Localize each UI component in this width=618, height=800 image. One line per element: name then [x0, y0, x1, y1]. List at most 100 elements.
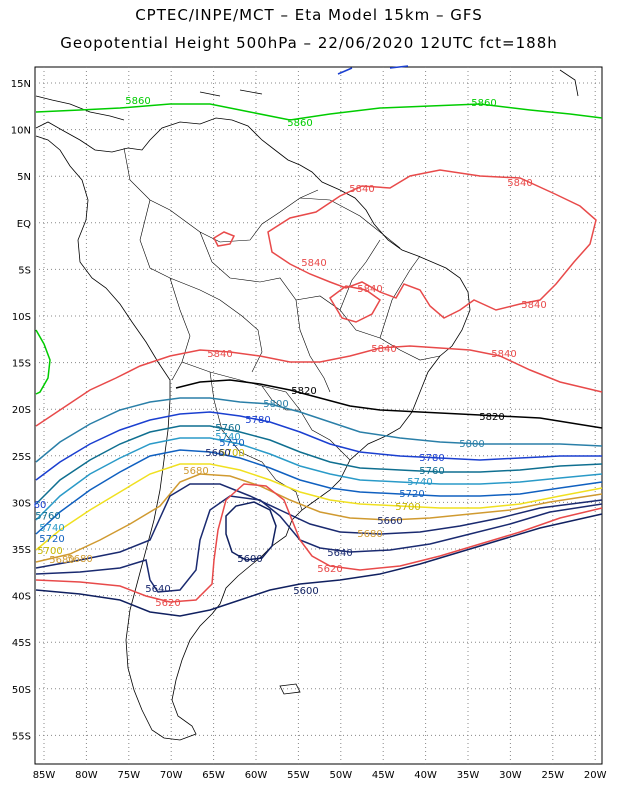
contour-5840-inner — [329, 285, 381, 323]
contour-label-5720: 5720 — [399, 489, 424, 500]
contour-label-5720: 5720 — [219, 438, 244, 449]
contour-label-5860: 5860 — [471, 98, 496, 109]
contour-label-5680: 5680 — [183, 466, 208, 477]
contour-label-5740: 5740 — [215, 432, 240, 443]
contour-label-5840: 5840 — [491, 349, 516, 360]
lon-tick-label: 25W — [541, 770, 564, 781]
contour-label-5860: 5860 — [287, 118, 312, 129]
contour-5660 — [35, 483, 603, 569]
contour-label-5860: 5860 — [125, 96, 150, 107]
contour-5600-inner — [225, 501, 277, 561]
lat-tick-label: 40S — [12, 592, 31, 603]
lon-tick-label: 20W — [584, 770, 607, 781]
lon-tick-label: 60W — [245, 770, 268, 781]
contour-5800 — [35, 397, 603, 463]
contour-5860-north — [35, 103, 603, 121]
contour-label-5840: 5840 — [207, 349, 232, 360]
contour-5840-mid — [35, 345, 603, 427]
contour-label-5780: 5780 — [419, 453, 444, 464]
contour-label-5800: 5800 — [459, 439, 484, 450]
contour-5820 — [175, 379, 603, 429]
contour-5760 — [35, 425, 603, 505]
contour-label-5680: 5680 — [357, 529, 382, 540]
contour-5780 — [35, 411, 602, 481]
contour-5640 — [35, 495, 603, 593]
contour-labels: 5860 5860 5860 5840 5840 5840 5840 5840 5840 5840… — [34, 96, 547, 609]
contour-label-5740: 5740 — [407, 477, 432, 488]
contour-5840-north-loop — [267, 169, 597, 319]
contour-label-5700: 5700 — [219, 448, 244, 459]
lat-tick-label: EQ — [17, 219, 31, 230]
lon-tick-label: 30W — [499, 770, 522, 781]
contour-label-5820: 5820 — [291, 386, 316, 397]
lon-tick-label: 50W — [329, 770, 352, 781]
country-borders — [123, 147, 441, 511]
lon-tick-label: 45W — [372, 770, 395, 781]
lon-tick-label: 75W — [117, 770, 140, 781]
contour-label-5620: 5620 — [155, 598, 180, 609]
lat-tick-label: 55S — [12, 731, 31, 742]
lon-tick-label: 35W — [457, 770, 480, 781]
lat-tick-label: 15S — [12, 359, 31, 370]
contour-label-5740: 5740 — [39, 523, 64, 534]
lat-tick-label: 15N — [11, 79, 31, 90]
contour-label-5700: 5700 — [37, 546, 62, 557]
lat-tick-label: 30S — [12, 498, 31, 509]
contour-5600-outer — [35, 513, 603, 617]
contour-label-5760: 5760 — [35, 511, 60, 522]
border-lines — [123, 147, 441, 511]
contour-label-5700: 5700 — [395, 502, 420, 513]
lon-tick-label: 85W — [33, 770, 56, 781]
central-america — [35, 95, 125, 121]
lon-tick-label: 70W — [160, 770, 183, 781]
graticule — [35, 67, 602, 764]
contour-label-5840: 5840 — [371, 344, 396, 355]
longitude-ticks: 85W 80W 75W 70W 65W 60W 55W 50W 45W 40W 35W 30W 25W 2… — [33, 770, 607, 781]
contour-5740 — [35, 437, 603, 521]
coastlines — [35, 69, 579, 741]
contour-label-5840: 5840 — [349, 184, 374, 195]
latitude-ticks: 15N 10N 5N EQ 5S 10S 15S 20S 25S 30S 35S 40S 45S 50S 5… — [11, 79, 31, 742]
map-frame — [34, 66, 603, 765]
lat-tick-label: 45S — [12, 638, 31, 649]
contour-label-5800: 5800 — [263, 399, 288, 410]
contour-5860-top-blue — [337, 65, 409, 75]
contour-label-5840: 5840 — [507, 178, 532, 189]
lat-tick-label: 10S — [12, 312, 31, 323]
lon-tick-label: 80W — [75, 770, 98, 781]
lat-tick-label: 5N — [17, 172, 31, 183]
lat-tick-label: 25S — [12, 452, 31, 463]
lon-tick-label: 40W — [414, 770, 437, 781]
contour-label-5780: 5780 — [245, 415, 270, 426]
contour-5700 — [35, 463, 603, 551]
contour-label-5840: 5840 — [357, 284, 382, 295]
contour-label-5640: 5640 — [327, 548, 352, 559]
contour-label-5720: 5720 — [39, 534, 64, 545]
contour-5620 — [35, 483, 603, 603]
lon-tick-label: 55W — [287, 770, 310, 781]
contour-label-5620: 5620 — [317, 564, 342, 575]
contour-label-5600: 5600 — [293, 586, 318, 597]
lat-tick-label: 50S — [12, 685, 31, 696]
contour-label-60: 60 — [34, 500, 47, 511]
contour-label-5760: 5760 — [215, 423, 240, 434]
chart-title: CPTEC/INPE/MCT – Eta Model 15km – GFS — [135, 6, 483, 24]
contours — [35, 65, 603, 617]
contour-label-5760: 5760 — [419, 466, 444, 477]
lat-tick-label: 10N — [11, 126, 31, 137]
lat-tick-label: 5S — [18, 265, 31, 276]
contour-label-5680: 5680 — [49, 555, 74, 566]
contour-label-5660: 5660 — [377, 516, 402, 527]
caribbean-islands — [199, 69, 579, 97]
lat-tick-label: 35S — [12, 545, 31, 556]
contour-label-5600: 5600 — [237, 554, 262, 565]
contour-label-5680: 5680 — [67, 554, 92, 565]
contour-5860-west — [35, 329, 51, 395]
lon-tick-label: 65W — [202, 770, 225, 781]
falklands — [279, 683, 301, 695]
lat-tick-label: 20S — [12, 405, 31, 416]
contour-5720 — [35, 449, 603, 535]
contour-label-5640: 5640 — [145, 584, 170, 595]
contour-label-5660: 5660 — [205, 448, 230, 459]
